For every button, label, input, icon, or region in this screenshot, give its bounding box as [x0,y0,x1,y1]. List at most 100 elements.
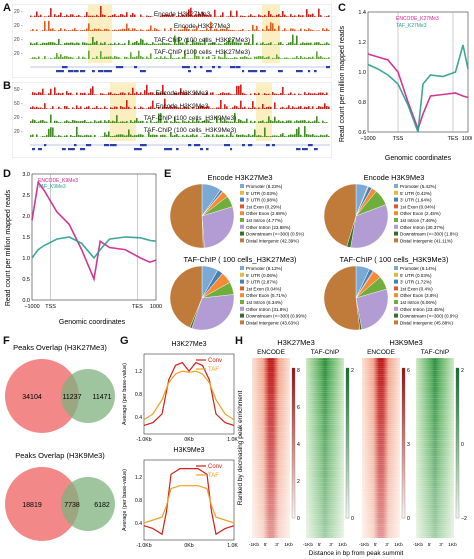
signal-bar [170,15,172,17]
signal-bar [78,56,80,59]
signal-bar [122,14,124,17]
signal-bar [88,23,90,31]
signal-bar [278,14,280,17]
signal-bar [296,107,298,109]
colorbar-tick: 0 [297,516,300,522]
signal-bar [242,121,244,123]
signal-bar [258,135,260,137]
signal-bar [264,30,266,31]
legend-swatch [240,211,244,216]
signal-bar [46,42,48,45]
signal-bar [64,56,66,59]
signal-bar [122,106,124,109]
genome-browser-a: 20 - 20 - 20 - 20 - Encode H3K27Me3 Enco… [12,4,332,78]
legend-label: 3' UTR (1.72%) [400,280,432,285]
signal-bar [94,134,96,137]
signal-bar [116,106,118,109]
signal-bar [218,94,220,95]
signal-bar [232,135,234,137]
signal-bar [160,92,162,95]
track-scale: 20 - [14,37,23,43]
signal-bar [212,92,214,95]
colorbar-tick: 2 [461,368,464,374]
signal-bar [76,126,78,137]
signal-bar [154,94,156,95]
signal-bar [288,134,290,137]
signal-bar [154,58,156,59]
colorbar-tick: 2 [297,479,300,485]
signal-bar [164,14,166,17]
signal-bar [312,13,314,17]
legend-label: Conv [208,464,222,470]
signal-bar [264,93,266,95]
signal-bar [138,108,140,109]
track-scale: 50 - [14,87,23,93]
legend-label: Promoter (5.42%) [400,184,437,189]
signal-bar [264,122,266,123]
signal-bar [68,108,70,109]
track-group [30,84,330,137]
venn-circle-left [5,359,79,433]
signal-bar [264,14,266,17]
legend-swatch [240,231,244,236]
legend-label: Downstream (<=300) (1.8%) [400,232,458,237]
pie-slice [323,183,357,247]
signal-bar [276,93,278,95]
signal-bar [276,54,278,59]
signal-bar [76,29,78,31]
signal-bar [36,11,38,17]
legend-label: 1st Intron (6.34%) [246,300,283,305]
signal-bar [132,87,134,95]
signal-bar [220,93,222,95]
signal-bar [320,92,322,95]
signal-bar [92,15,94,17]
signal-bar [142,134,144,137]
panel-letter-c: C [338,2,346,14]
signal-bar [118,134,120,137]
signal-bar [148,107,150,109]
signal-bar [316,135,318,137]
signal-bar [300,56,302,59]
signal-bar [264,43,266,45]
signal-bar [298,120,300,123]
signal-bar [102,93,104,95]
signal-bar [102,43,104,45]
panel-letter-d: D [3,168,11,180]
signal-bar [192,58,194,59]
signal-bar [206,28,208,31]
signal-bar [170,54,172,59]
signal-bar [152,122,154,123]
colorbar [401,367,406,519]
signal-bar [96,121,98,123]
signal-bar [192,120,194,123]
track-scale: 20 - [14,115,23,121]
signal-bar [178,29,180,31]
signal-bar [36,29,38,31]
signal-bar [294,15,296,17]
series-line [367,53,469,132]
signal-bar [178,121,180,123]
signal-bar [92,29,94,31]
signal-bar [236,57,238,59]
signal-bar [82,93,84,95]
signal-bar [90,135,92,137]
signal-bar [226,42,228,45]
signal-bar [66,106,68,109]
legend-swatch [240,320,244,325]
signal-bar [94,42,96,45]
signal-bar [172,135,174,137]
signal-bar [30,107,32,109]
x-tick-label: TES [132,304,143,310]
signal-bar [310,121,312,123]
signal-bar [242,28,244,31]
signal-bar [300,28,302,31]
signal-bar [110,121,112,123]
signal-bar [56,43,58,45]
signal-bar [274,116,276,123]
y-tick-label: 1.0 [22,256,30,262]
signal-bar [178,57,180,59]
y-tick-label: 0.8 [358,100,366,106]
signal-bar [214,28,216,31]
signal-bar [206,57,208,59]
signal-bar [294,29,296,31]
